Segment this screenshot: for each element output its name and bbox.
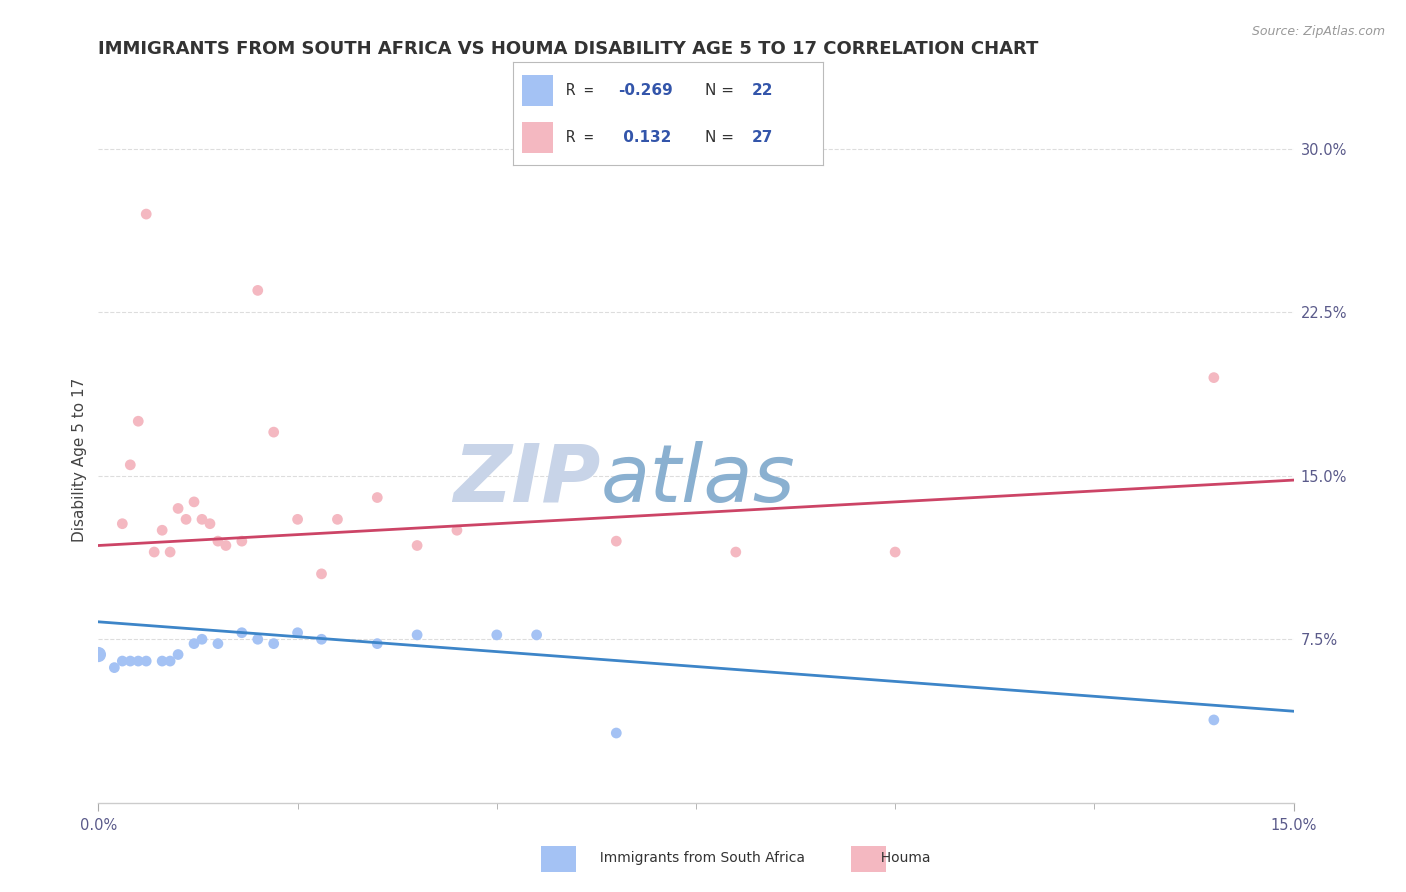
Text: ZIP: ZIP (453, 441, 600, 519)
Bar (523, 122, 554, 153)
Point (263, 637, 285, 651)
Point (605, 726, 627, 740)
Point (191, 632, 214, 647)
Text: Houma: Houma (872, 851, 931, 865)
Text: Source: ZipAtlas.com: Source: ZipAtlas.com (1251, 25, 1385, 38)
Point (605, 534, 627, 549)
Point (246, 632, 269, 647)
Text: N =: N = (704, 83, 738, 97)
Point (406, 539, 429, 553)
Text: atlas: atlas (600, 441, 796, 519)
Point (326, 512, 349, 526)
Point (207, 534, 229, 549)
Point (120, 458, 142, 472)
Point (183, 637, 205, 651)
Text: N =: N = (704, 130, 738, 145)
Point (1202, 370, 1225, 384)
Point (215, 539, 238, 553)
Point (191, 512, 214, 526)
Point (231, 625, 253, 640)
Point (311, 566, 333, 581)
Point (159, 654, 181, 668)
Point (207, 637, 229, 651)
Point (150, 654, 173, 668)
Point (103, 660, 125, 674)
Point (287, 512, 309, 526)
Point (183, 495, 205, 509)
Point (87, 648, 110, 662)
Point (111, 654, 134, 668)
Text: 22: 22 (751, 83, 773, 97)
Point (135, 207, 157, 221)
Point (263, 425, 285, 439)
Text: IMMIGRANTS FROM SOUTH AFRICA VS HOUMA DISABILITY AGE 5 TO 17 CORRELATION CHART: IMMIGRANTS FROM SOUTH AFRICA VS HOUMA DI… (98, 40, 1039, 58)
Text: 27: 27 (751, 130, 773, 145)
Point (406, 628, 429, 642)
Text: 0.132: 0.132 (619, 130, 672, 145)
Point (127, 414, 149, 428)
Text: -0.269: -0.269 (619, 83, 673, 97)
Bar (523, 75, 554, 105)
Point (884, 545, 907, 559)
Point (111, 516, 134, 531)
Text: R =: R = (565, 130, 602, 145)
Point (446, 523, 468, 537)
Point (246, 284, 269, 298)
Point (174, 512, 197, 526)
Point (485, 628, 508, 642)
Text: Immigrants from South Africa: Immigrants from South Africa (591, 851, 804, 865)
Point (231, 534, 253, 549)
Point (150, 523, 173, 537)
Point (127, 654, 149, 668)
Point (526, 628, 548, 642)
Point (1202, 713, 1225, 727)
Point (143, 545, 166, 559)
Y-axis label: Disability Age 5 to 17: Disability Age 5 to 17 (72, 377, 87, 541)
Point (167, 648, 190, 662)
Point (366, 491, 388, 505)
Point (311, 632, 333, 647)
Point (724, 545, 747, 559)
Point (198, 516, 221, 531)
Point (167, 501, 190, 516)
Point (287, 625, 309, 640)
Point (366, 637, 388, 651)
Point (135, 654, 157, 668)
Point (159, 545, 181, 559)
Text: R =: R = (565, 83, 602, 97)
Point (120, 654, 142, 668)
